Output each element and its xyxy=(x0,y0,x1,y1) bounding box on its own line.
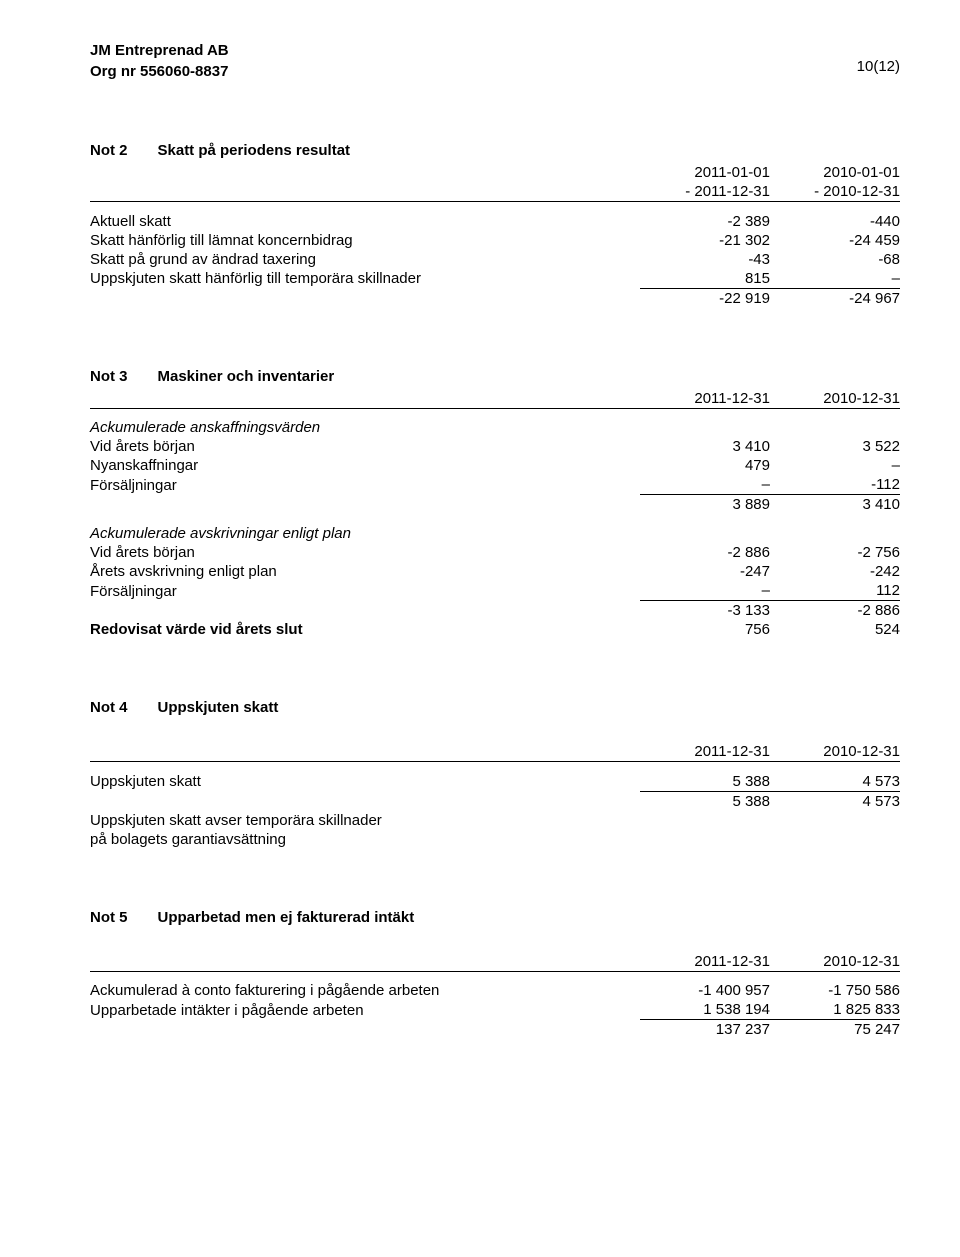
note-3-book-label: Redovisat värde vid årets slut xyxy=(90,620,640,639)
note-5-col2: 2010-12-31 xyxy=(770,952,900,972)
note-5-total-v1: 137 237 xyxy=(640,1020,770,1040)
note-4-section: Not 4 Uppskjuten skatt 2011-12-31 2010-1… xyxy=(90,699,900,849)
note-3-group2-title: Ackumulerade avskrivningar enligt plan xyxy=(90,524,640,543)
note-3-table: 2011-12-31 2010-12-31 Ackumulerade anska… xyxy=(90,389,900,640)
note-5-table: 2011-12-31 2010-12-31 Ackumulerad à cont… xyxy=(90,930,900,1040)
table-cell: -2 886 xyxy=(640,543,770,562)
org-number: Org nr 556060-8837 xyxy=(90,61,229,82)
note-3-g1-total-v2: 3 410 xyxy=(770,495,900,515)
note-2-total-v1: -22 919 xyxy=(640,288,770,308)
note-4-row-label: Uppskjuten skatt xyxy=(90,772,640,792)
table-cell: -68 xyxy=(770,250,900,269)
note-2-col2-line1: 2010-01-01 xyxy=(770,163,900,182)
note-3-title: Maskiner och inventarier xyxy=(158,368,335,385)
note-4-num: Not 4 xyxy=(90,699,128,716)
table-cell: -24 459 xyxy=(770,231,900,250)
note-2-title: Skatt på periodens resultat xyxy=(158,142,351,159)
note-4-tail2: på bolagets garantiavsättning xyxy=(90,830,640,849)
table-cell: – xyxy=(770,269,900,289)
table-row-label: Nyanskaffningar xyxy=(90,456,640,475)
table-row-label: Årets avskrivning enligt plan xyxy=(90,562,640,581)
table-cell: -2 389 xyxy=(640,212,770,231)
note-3-book-v1: 756 xyxy=(640,620,770,639)
table-row-label: Försäljningar xyxy=(90,581,640,601)
table-row-label: Vid årets början xyxy=(90,543,640,562)
note-2-col1-line2: - 2011-12-31 xyxy=(640,182,770,202)
note-5-total-v2: 75 247 xyxy=(770,1020,900,1040)
note-2-heading: Not 2 Skatt på periodens resultat xyxy=(90,142,900,159)
table-cell: 1 538 194 xyxy=(640,1000,770,1020)
note-4-tail1: Uppskjuten skatt avser temporära skillna… xyxy=(90,811,640,830)
note-2-table: 2011-01-01 2010-01-01 - 2011-12-31 - 201… xyxy=(90,163,900,308)
table-row-label: Uppskjuten skatt hänförlig till temporär… xyxy=(90,269,640,289)
page-number: 10(12) xyxy=(857,40,900,75)
note-2-num: Not 2 xyxy=(90,142,128,159)
table-cell: -112 xyxy=(770,475,900,495)
note-5-title: Upparbetad men ej fakturerad intäkt xyxy=(158,909,415,926)
note-5-heading: Not 5 Upparbetad men ej fakturerad intäk… xyxy=(90,909,900,926)
note-2-total-v2: -24 967 xyxy=(770,288,900,308)
table-cell: -1 750 586 xyxy=(770,981,900,1000)
table-cell: 5 388 xyxy=(640,772,770,792)
note-3-num: Not 3 xyxy=(90,368,128,385)
table-cell: -1 400 957 xyxy=(640,981,770,1000)
table-row-label: Vid årets början xyxy=(90,437,640,456)
note-5-section: Not 5 Upparbetad men ej fakturerad intäk… xyxy=(90,909,900,1040)
note-4-total-v2: 4 573 xyxy=(770,791,900,811)
note-3-group1-title: Ackumulerade anskaffningsvärden xyxy=(90,418,640,437)
table-cell: 3 410 xyxy=(640,437,770,456)
table-cell: – xyxy=(640,475,770,495)
table-row-label: Skatt hänförlig till lämnat koncernbidra… xyxy=(90,231,640,250)
table-cell: -247 xyxy=(640,562,770,581)
table-row-label: Försäljningar xyxy=(90,475,640,495)
company-name: JM Entreprenad AB xyxy=(90,40,229,61)
note-4-total-v1: 5 388 xyxy=(640,791,770,811)
note-2-col2-line2: - 2010-12-31 xyxy=(770,182,900,202)
note-4-col2: 2010-12-31 xyxy=(770,742,900,762)
table-cell: 3 522 xyxy=(770,437,900,456)
table-cell: -2 756 xyxy=(770,543,900,562)
table-cell: 4 573 xyxy=(770,772,900,792)
table-cell: -242 xyxy=(770,562,900,581)
note-3-heading: Not 3 Maskiner och inventarier xyxy=(90,368,900,385)
table-cell: 479 xyxy=(640,456,770,475)
note-3-col2: 2010-12-31 xyxy=(770,389,900,409)
note-3-section: Not 3 Maskiner och inventarier 2011-12-3… xyxy=(90,368,900,640)
table-cell: -43 xyxy=(640,250,770,269)
table-cell: -21 302 xyxy=(640,231,770,250)
note-4-table: 2011-12-31 2010-12-31 Uppskjuten skatt 5… xyxy=(90,720,900,849)
table-cell: 815 xyxy=(640,269,770,289)
table-cell: 1 825 833 xyxy=(770,1000,900,1020)
note-3-book-v2: 524 xyxy=(770,620,900,639)
note-5-num: Not 5 xyxy=(90,909,128,926)
note-3-g2-total-v1: -3 133 xyxy=(640,601,770,621)
note-3-g1-total-v1: 3 889 xyxy=(640,495,770,515)
table-row-label: Ackumulerad à conto fakturering i pågåen… xyxy=(90,981,640,1000)
note-4-heading: Not 4 Uppskjuten skatt xyxy=(90,699,900,716)
table-cell: – xyxy=(640,581,770,601)
table-row-label: Skatt på grund av ändrad taxering xyxy=(90,250,640,269)
note-4-title: Uppskjuten skatt xyxy=(158,699,279,716)
table-cell: 112 xyxy=(770,581,900,601)
note-4-col1: 2011-12-31 xyxy=(640,742,770,762)
page-header: JM Entreprenad AB Org nr 556060-8837 10(… xyxy=(90,40,900,82)
table-row-label: Upparbetade intäkter i pågående arbeten xyxy=(90,1000,640,1020)
note-3-g2-total-v2: -2 886 xyxy=(770,601,900,621)
note-3-col1: 2011-12-31 xyxy=(640,389,770,409)
table-cell: – xyxy=(770,456,900,475)
table-cell: -440 xyxy=(770,212,900,231)
note-2-section: Not 2 Skatt på periodens resultat 2011-0… xyxy=(90,142,900,308)
company-block: JM Entreprenad AB Org nr 556060-8837 xyxy=(90,40,229,82)
table-row-label: Aktuell skatt xyxy=(90,212,640,231)
note-5-col1: 2011-12-31 xyxy=(640,952,770,972)
note-2-col1-line1: 2011-01-01 xyxy=(640,163,770,182)
